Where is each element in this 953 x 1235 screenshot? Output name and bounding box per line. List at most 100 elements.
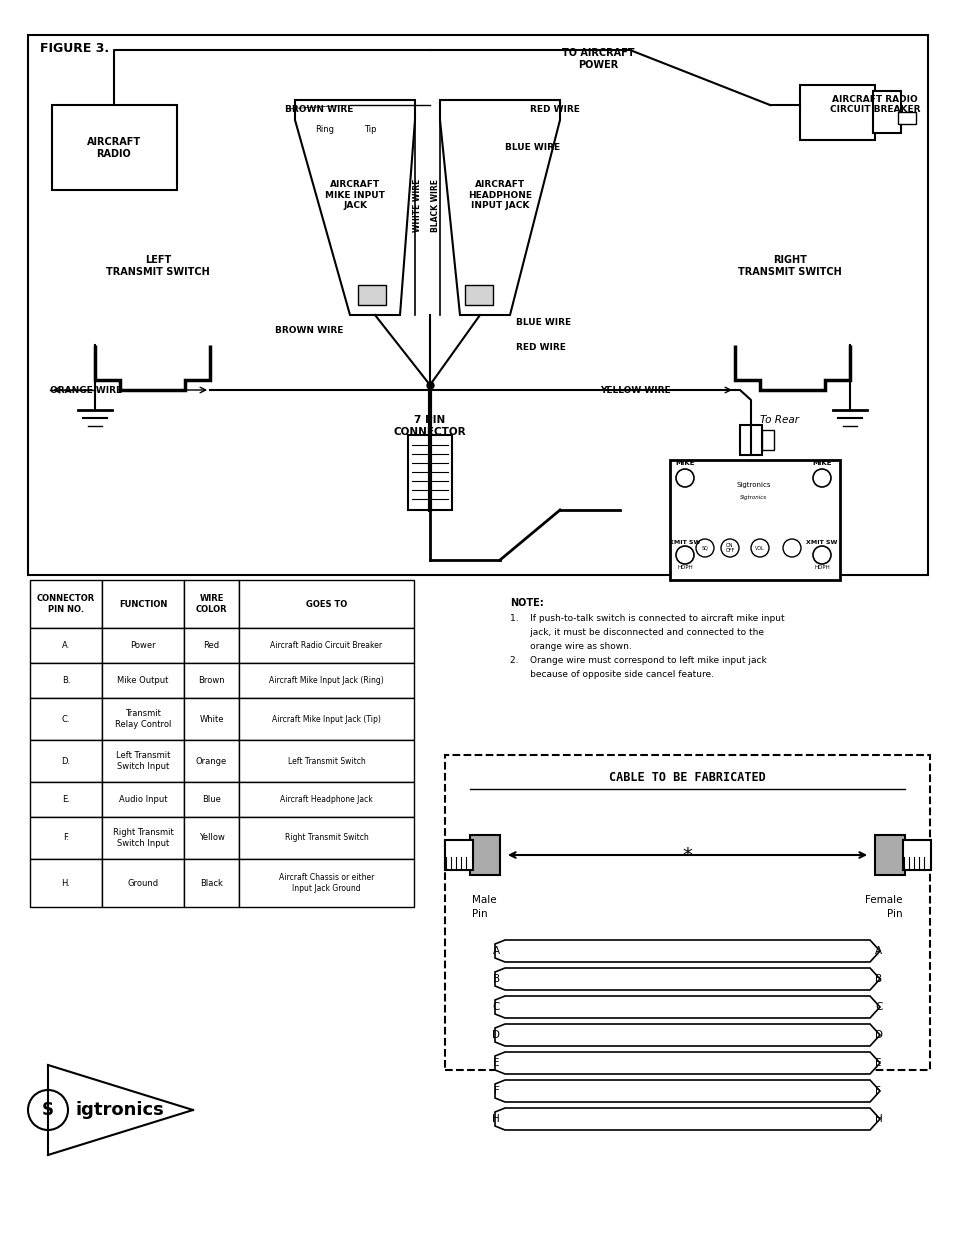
Bar — [184, 782, 239, 818]
Text: H: H — [874, 1114, 882, 1124]
Text: B: B — [493, 974, 499, 984]
Bar — [28, 35, 927, 576]
Bar — [184, 663, 239, 698]
Circle shape — [782, 538, 801, 557]
Text: Aircraft Chassis or either
Input Jack Ground: Aircraft Chassis or either Input Jack Gr… — [278, 873, 374, 893]
Text: D: D — [492, 1030, 499, 1040]
Bar — [102, 580, 184, 629]
Bar — [30, 629, 102, 663]
Text: AIRCRAFT RADIO
CIRCUIT BREAKER: AIRCRAFT RADIO CIRCUIT BREAKER — [829, 95, 920, 115]
Bar — [408, 435, 452, 510]
Text: Aircraft Radio Circuit Breaker: Aircraft Radio Circuit Breaker — [270, 641, 382, 650]
Text: A: A — [874, 946, 882, 956]
Bar — [30, 782, 102, 818]
Bar — [184, 860, 239, 906]
Text: F: F — [874, 1086, 880, 1095]
Text: LEFT
TRANSMIT SWITCH: LEFT TRANSMIT SWITCH — [106, 254, 210, 277]
Bar — [184, 629, 239, 663]
Bar — [184, 818, 239, 860]
Polygon shape — [495, 968, 879, 990]
Circle shape — [696, 538, 713, 557]
Text: To Rear: To Rear — [760, 415, 799, 425]
Bar — [239, 860, 414, 906]
Bar — [102, 740, 184, 782]
Bar — [357, 285, 386, 305]
Text: RIGHT
TRANSMIT SWITCH: RIGHT TRANSMIT SWITCH — [738, 254, 841, 277]
Text: BROWN WIRE: BROWN WIRE — [285, 105, 353, 114]
Text: CABLE TO BE FABRICATED: CABLE TO BE FABRICATED — [608, 771, 765, 783]
Text: BLUE WIRE: BLUE WIRE — [504, 142, 559, 152]
Text: 2.    Orange wire must correspond to left mike input jack: 2. Orange wire must correspond to left m… — [510, 656, 766, 664]
Bar — [897, 112, 915, 124]
Bar — [874, 835, 904, 876]
Text: A: A — [493, 946, 499, 956]
Text: Black: Black — [200, 878, 223, 888]
Text: BROWN WIRE: BROWN WIRE — [274, 326, 343, 335]
Text: D: D — [874, 1030, 882, 1040]
Text: Audio Input: Audio Input — [118, 795, 167, 804]
Text: ORANGE WIRE: ORANGE WIRE — [50, 385, 122, 394]
Bar — [464, 285, 493, 305]
Text: Sigtronics: Sigtronics — [740, 494, 767, 499]
Text: Sigtronics: Sigtronics — [736, 482, 770, 488]
Text: B: B — [874, 974, 882, 984]
Text: HDPH: HDPH — [813, 564, 829, 569]
Text: BLACK WIRE: BLACK WIRE — [431, 179, 440, 231]
Text: GOES TO: GOES TO — [306, 599, 347, 609]
Text: AIRCRAFT
RADIO: AIRCRAFT RADIO — [87, 137, 141, 159]
Text: *: * — [681, 846, 692, 864]
Text: C: C — [492, 1002, 499, 1011]
Polygon shape — [294, 100, 415, 315]
Circle shape — [812, 546, 830, 564]
Bar — [30, 663, 102, 698]
Bar — [102, 663, 184, 698]
Text: FIGURE 3.: FIGURE 3. — [40, 42, 109, 56]
Text: orange wire as shown.: orange wire as shown. — [510, 642, 631, 651]
Text: igtronics: igtronics — [76, 1100, 165, 1119]
Text: YELLOW WIRE: YELLOW WIRE — [599, 385, 670, 394]
Text: WHITE WIRE: WHITE WIRE — [413, 178, 422, 232]
Text: Orange: Orange — [195, 757, 227, 766]
Circle shape — [28, 1091, 68, 1130]
Text: C: C — [874, 1002, 882, 1011]
Text: RED WIRE: RED WIRE — [530, 105, 579, 114]
Bar — [239, 740, 414, 782]
Bar — [184, 580, 239, 629]
Text: Female: Female — [864, 895, 902, 905]
Text: Left Transmit
Switch Input: Left Transmit Switch Input — [115, 751, 170, 771]
Bar — [102, 782, 184, 818]
Text: E: E — [493, 1058, 499, 1068]
Bar — [872, 91, 900, 133]
Text: Left Transmit Switch: Left Transmit Switch — [287, 757, 365, 766]
Bar — [740, 425, 761, 454]
Text: A.: A. — [62, 641, 71, 650]
Text: Mike Output: Mike Output — [117, 676, 169, 685]
Text: BLUE WIRE: BLUE WIRE — [516, 317, 571, 326]
Text: E.: E. — [62, 795, 70, 804]
Text: MIKE: MIKE — [811, 459, 831, 466]
Circle shape — [676, 469, 693, 487]
Bar — [239, 663, 414, 698]
Text: ON
OFF: ON OFF — [724, 542, 734, 553]
Text: Tip: Tip — [363, 125, 375, 135]
Bar — [239, 580, 414, 629]
Text: E: E — [874, 1058, 881, 1068]
Text: Pin: Pin — [886, 909, 902, 919]
Text: H: H — [492, 1114, 499, 1124]
Bar — [239, 698, 414, 740]
Polygon shape — [495, 1024, 879, 1046]
Text: CONNECTOR
PIN NO.: CONNECTOR PIN NO. — [37, 594, 95, 614]
Text: Aircraft Mike Input Jack (Ring): Aircraft Mike Input Jack (Ring) — [269, 676, 383, 685]
Bar — [102, 860, 184, 906]
Text: S: S — [42, 1100, 54, 1119]
Text: HDPH: HDPH — [677, 564, 692, 569]
Text: Ground: Ground — [128, 878, 158, 888]
Text: SQ: SQ — [700, 546, 708, 551]
Text: F.: F. — [63, 834, 69, 842]
Bar — [102, 698, 184, 740]
Bar — [102, 629, 184, 663]
Bar — [800, 85, 874, 140]
Bar — [239, 782, 414, 818]
Text: White: White — [199, 715, 224, 724]
Polygon shape — [495, 995, 879, 1018]
